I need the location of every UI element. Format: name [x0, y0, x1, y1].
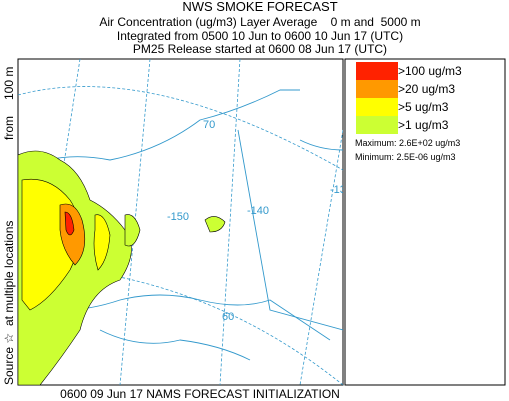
- side-label: Source ☆ at multiple locations from 100 …: [2, 67, 16, 385]
- side-text: Source ☆: [2, 333, 16, 385]
- side-text: 100 m: [2, 67, 16, 100]
- subtitle: Integrated from 0500 10 Jun to 0600 10 J…: [117, 29, 403, 43]
- title: NWS SMOKE FORECAST: [182, 0, 337, 14]
- legend-swatch: [356, 80, 398, 98]
- legend-label: >20 ug/m3: [398, 82, 455, 96]
- subtitle: PM25 Release started at 0600 08 Jun 17 (…: [133, 42, 387, 56]
- legend-min: Minimum: 2.5E-06 ug/m3: [355, 152, 456, 162]
- side-text: at multiple locations: [2, 221, 16, 326]
- legend-swatch: [356, 116, 398, 134]
- grid-label: 70: [203, 119, 215, 131]
- map: 70 -150 -140 -130 60: [18, 59, 352, 385]
- legend: >100 ug/m3 >20 ug/m3 >5 ug/m3 >1 ug/m3: [356, 62, 462, 134]
- subtitle: Air Concentration (ug/m3) Layer Average …: [99, 15, 420, 29]
- legend-swatch: [356, 98, 398, 116]
- grid-label: -140: [247, 205, 269, 217]
- smoke: [18, 150, 226, 385]
- legend-swatch: [356, 62, 398, 80]
- footer: 0600 09 Jun 17 NAMS FORECAST INITIALIZAT…: [60, 387, 340, 401]
- legend-label: >1 ug/m3: [398, 118, 449, 132]
- grid-label: -130: [330, 184, 352, 196]
- legend-max: Maximum: 2.6E+02 ug/m3: [355, 138, 460, 148]
- side-text: from: [2, 116, 16, 140]
- grid-label: 60: [222, 311, 234, 323]
- legend-label: >100 ug/m3: [398, 64, 462, 78]
- legend-label: >5 ug/m3: [398, 100, 449, 114]
- grid-label: -150: [167, 211, 189, 223]
